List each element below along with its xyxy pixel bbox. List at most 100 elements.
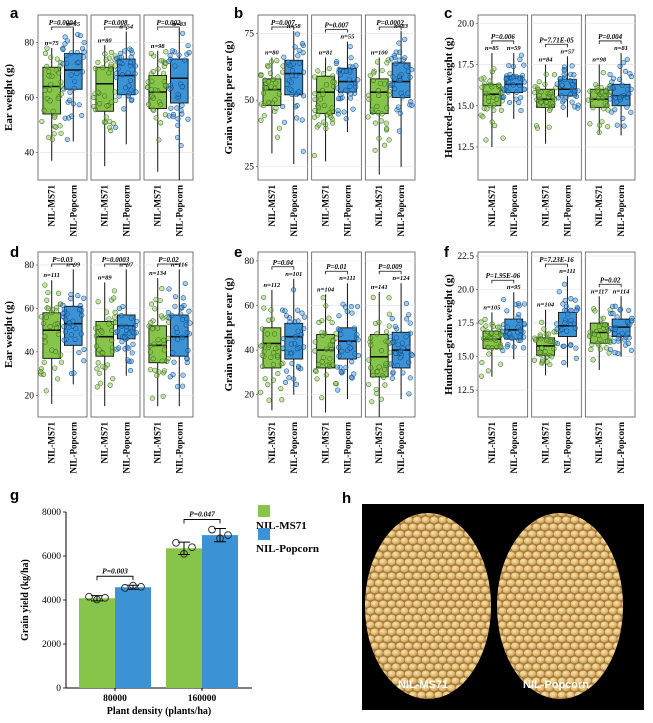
data-point: [151, 107, 157, 114]
kernel: [570, 642, 580, 650]
data-point: [587, 88, 593, 94]
data-point: [76, 102, 82, 108]
kernel: [519, 600, 529, 608]
kernel: [557, 579, 567, 587]
legend-swatch-ms71: [258, 505, 270, 517]
data-point: [375, 110, 381, 116]
data-point: [287, 86, 293, 92]
data-point: [42, 333, 48, 339]
kernel: [412, 586, 422, 594]
data-point: [42, 87, 48, 93]
kernel: [561, 698, 571, 699]
kernel: [599, 593, 610, 601]
data-point: [624, 86, 631, 93]
data-point: [258, 343, 264, 349]
data-point: [38, 369, 44, 375]
data-point: [164, 358, 170, 365]
significance-bracket: [545, 263, 568, 268]
data-point: [144, 84, 151, 90]
n-label: n=81: [319, 50, 333, 57]
kernel: [399, 635, 410, 643]
data-point: [178, 143, 184, 149]
kernel: [604, 586, 614, 594]
data-point: [403, 316, 410, 322]
kernel: [425, 551, 435, 559]
data-point: [516, 300, 522, 307]
data-point: [127, 59, 134, 65]
data-point: [179, 111, 185, 117]
data-point: [385, 339, 391, 345]
kernel: [570, 586, 580, 594]
data-point: [590, 357, 596, 363]
x-tick-label: NIL-MS71: [321, 185, 331, 227]
data-point: [352, 90, 358, 97]
data-point: [119, 72, 125, 78]
data-point: [112, 89, 118, 95]
kernel: [578, 614, 588, 622]
kernel: [519, 614, 529, 622]
kernel: [497, 607, 508, 615]
data-point: [628, 347, 635, 353]
data-point: [390, 369, 396, 375]
kernel: [604, 558, 614, 566]
kernel: [553, 558, 563, 566]
data-point: [122, 48, 128, 54]
data-point: [311, 114, 318, 120]
data-point: [104, 103, 110, 109]
data-point: [336, 66, 342, 72]
data-point: [292, 334, 298, 340]
data-point: [171, 359, 177, 365]
data-point: [296, 60, 303, 66]
kernel: [599, 607, 610, 615]
data-point: [172, 294, 179, 300]
data-point: [79, 45, 86, 52]
kernel: [565, 565, 576, 573]
data-point: [570, 82, 576, 88]
data-point: [155, 337, 161, 343]
kernel: [540, 649, 550, 657]
data-point: [127, 77, 134, 84]
y-tick-label: 40: [25, 149, 35, 159]
data-point: [46, 68, 52, 75]
data-point: [273, 105, 279, 111]
p-value-label: P=0.03: [52, 256, 73, 264]
data-point: [271, 350, 277, 356]
kernel: [442, 593, 452, 601]
data-point: [274, 134, 281, 140]
n-label: n=80: [265, 50, 280, 57]
kernel: [612, 600, 622, 608]
kernel: [408, 579, 418, 587]
data-point: [507, 331, 513, 337]
kernel: [459, 593, 469, 601]
data-point: [147, 349, 154, 355]
data-point: [127, 368, 134, 374]
data-point: [333, 60, 339, 66]
data-point: [184, 329, 190, 336]
kernel: [438, 572, 448, 580]
kernel: [438, 516, 448, 524]
data-point: [491, 66, 497, 72]
data-point: [378, 118, 384, 124]
kernel: [540, 635, 550, 643]
data-point: [627, 71, 633, 77]
data-point: [44, 45, 50, 51]
kernel: [455, 670, 465, 678]
kernel: [374, 579, 384, 587]
kernel: [553, 614, 563, 622]
y-tick-label: 0: [56, 684, 61, 694]
kernel: [391, 593, 401, 601]
y-tick-label: 12.5: [457, 143, 474, 153]
kernel: [587, 628, 597, 636]
data-point: [265, 64, 271, 70]
data-point: [480, 335, 486, 342]
data-point: [129, 50, 135, 56]
kernel: [382, 551, 393, 559]
data-point: [336, 313, 342, 319]
data-point: [175, 91, 181, 97]
kernel: [374, 635, 384, 643]
kernel: [548, 607, 559, 615]
data-point: [72, 78, 78, 84]
kernel: [510, 558, 520, 566]
data-point: [62, 41, 68, 47]
